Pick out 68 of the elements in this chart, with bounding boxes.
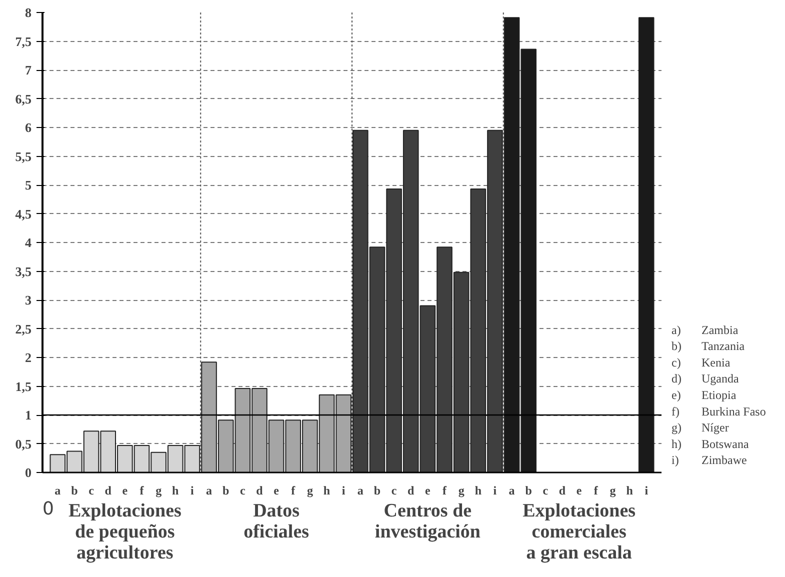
text: a) Zambia [672, 322, 738, 337]
x-tick-label: g [306, 484, 313, 498]
text: i) Zimbawe [672, 453, 747, 468]
x-tick-label: a [508, 484, 515, 498]
text: Centros de investigación [374, 500, 481, 542]
x-tick-label: i [644, 484, 649, 498]
text: f) Burkina Faso [672, 404, 766, 418]
x-tick-label: d [256, 484, 264, 498]
x-tick-label: h [626, 484, 634, 498]
text: c) Kenia [672, 355, 730, 370]
x-tick-label: g [458, 484, 464, 498]
x-tick-label: b [525, 484, 532, 498]
y-tick-label: 8 [25, 5, 32, 20]
text: g) Níger [672, 420, 729, 435]
x-tick-label: c [88, 484, 95, 498]
x-tick-label: d [408, 484, 415, 498]
x-tick-label: h [172, 484, 180, 498]
x-tick-label: f [442, 484, 448, 498]
x-tick-label: d [558, 484, 566, 498]
x-tick-label: g [610, 484, 616, 498]
text: Explotaciones comerciales a gran escala [522, 500, 636, 564]
y-tick-label: 7,5 [15, 34, 32, 49]
y-tick-label: 7 [25, 62, 32, 78]
y-tick-label: 3,5 [15, 264, 32, 279]
y-tick-label: 4,5 [15, 206, 32, 222]
y-tick-label: 2,5 [15, 321, 32, 336]
text: d) Uganda [672, 372, 739, 386]
y-tick-label: 6,5 [15, 91, 32, 106]
x-tick-label: c [542, 484, 549, 498]
x-tick-label: b [71, 484, 78, 498]
x-tick-label: i [342, 484, 346, 498]
x-tick-label: h [323, 484, 330, 498]
x-tick-label: b [222, 484, 230, 498]
text: Datos oficiales [244, 500, 310, 542]
x-tick-label: f [140, 484, 145, 498]
text: b) Tanzania [672, 339, 745, 354]
x-tick-label: c [391, 484, 398, 498]
x-tick-label: f [291, 484, 296, 498]
x-tick-label: a [357, 484, 364, 498]
y-tick-label: 5,5 [15, 148, 32, 164]
y-tick-label: 6 [25, 120, 32, 135]
y-tick-label: 5 [25, 178, 32, 192]
y-tick-label: 2 [25, 350, 32, 365]
x-tick-label: g [156, 484, 162, 498]
x-tick-label: c [240, 484, 246, 498]
text: e) Etiopia [672, 388, 736, 402]
x-tick-label: a [54, 484, 61, 498]
text: 0 [42, 498, 54, 520]
x-tick-label: i [493, 484, 498, 498]
text: Explotaciones de pequeños agricultores [68, 500, 182, 564]
y-tick-label: 4 [25, 235, 32, 250]
x-tick-label: a [206, 484, 212, 498]
x-tick-label: e [576, 484, 582, 498]
y-tick-label: 1 [25, 408, 32, 422]
x-tick-label: e [122, 484, 128, 498]
x-tick-label: e [274, 484, 280, 498]
y-tick-label: 0,5 [15, 436, 32, 452]
x-tick-label: i [190, 484, 195, 498]
x-tick-label: d [104, 484, 112, 498]
x-tick-label: e [425, 484, 432, 498]
y-tick-label: 3 [25, 292, 32, 308]
y-tick-label: 0 [25, 465, 32, 480]
y-tick-label: 1,5 [15, 378, 32, 394]
text: h) Botswana [672, 436, 749, 451]
bar [638, 17, 654, 472]
x-tick-label: h [474, 484, 482, 498]
x-tick-label: f [594, 484, 599, 498]
x-tick-label: b [374, 484, 381, 498]
